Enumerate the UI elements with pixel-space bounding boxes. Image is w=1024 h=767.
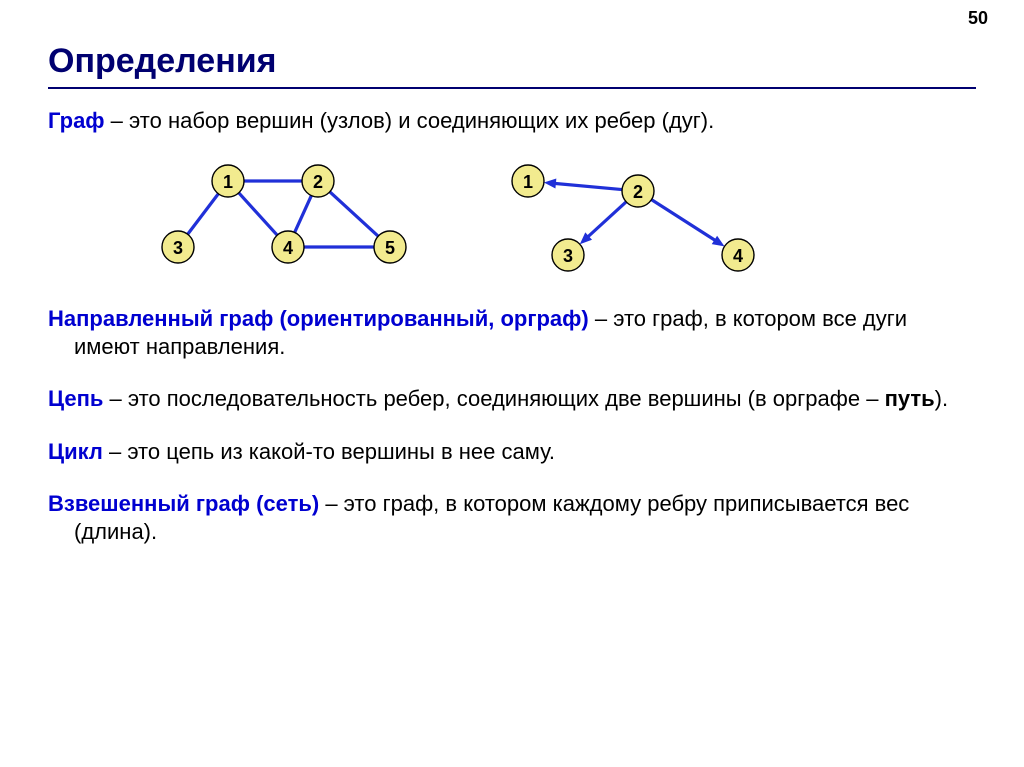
text-chain-1: – это последовательность ребер, соединяю… [103, 386, 884, 411]
term-cycle: Цикл [48, 439, 103, 464]
page-number: 50 [968, 8, 988, 29]
svg-text:4: 4 [283, 238, 293, 258]
page-title: Определения [48, 42, 976, 81]
svg-text:5: 5 [385, 238, 395, 258]
bold-path: путь [885, 386, 935, 411]
title-rule [48, 87, 976, 89]
text-graph: – это набор вершин (узлов) и соединяющих… [105, 108, 715, 133]
svg-text:2: 2 [313, 172, 323, 192]
term-chain: Цепь [48, 386, 103, 411]
term-directed: Направленный граф (ориентированный, оргр… [48, 306, 589, 331]
graph-directed: 1 2 3 4 [498, 159, 778, 279]
svg-text:1: 1 [523, 172, 533, 192]
term-graph: Граф [48, 108, 105, 133]
svg-text:1: 1 [223, 172, 233, 192]
def-cycle: Цикл – это цепь из какой-то вершины в не… [48, 438, 976, 466]
graph-undirected: 1 2 3 4 5 [158, 159, 418, 274]
graphs-row: 1 2 3 4 5 1 2 3 4 [158, 159, 976, 279]
svg-text:3: 3 [173, 238, 183, 258]
def-graph: Граф – это набор вершин (узлов) и соедин… [48, 107, 976, 135]
def-chain: Цепь – это последовательность ребер, сое… [48, 385, 976, 413]
term-weighted: Взвешенный граф (сеть) [48, 491, 319, 516]
def-weighted: Взвешенный граф (сеть) – это граф, в кот… [48, 490, 976, 546]
svg-text:2: 2 [633, 182, 643, 202]
svg-text:3: 3 [563, 246, 573, 266]
svg-text:4: 4 [733, 246, 743, 266]
text-chain-2: ). [935, 386, 948, 411]
def-directed: Направленный граф (ориентированный, оргр… [48, 305, 976, 361]
text-cycle: – это цепь из какой-то вершины в нее сам… [103, 439, 555, 464]
